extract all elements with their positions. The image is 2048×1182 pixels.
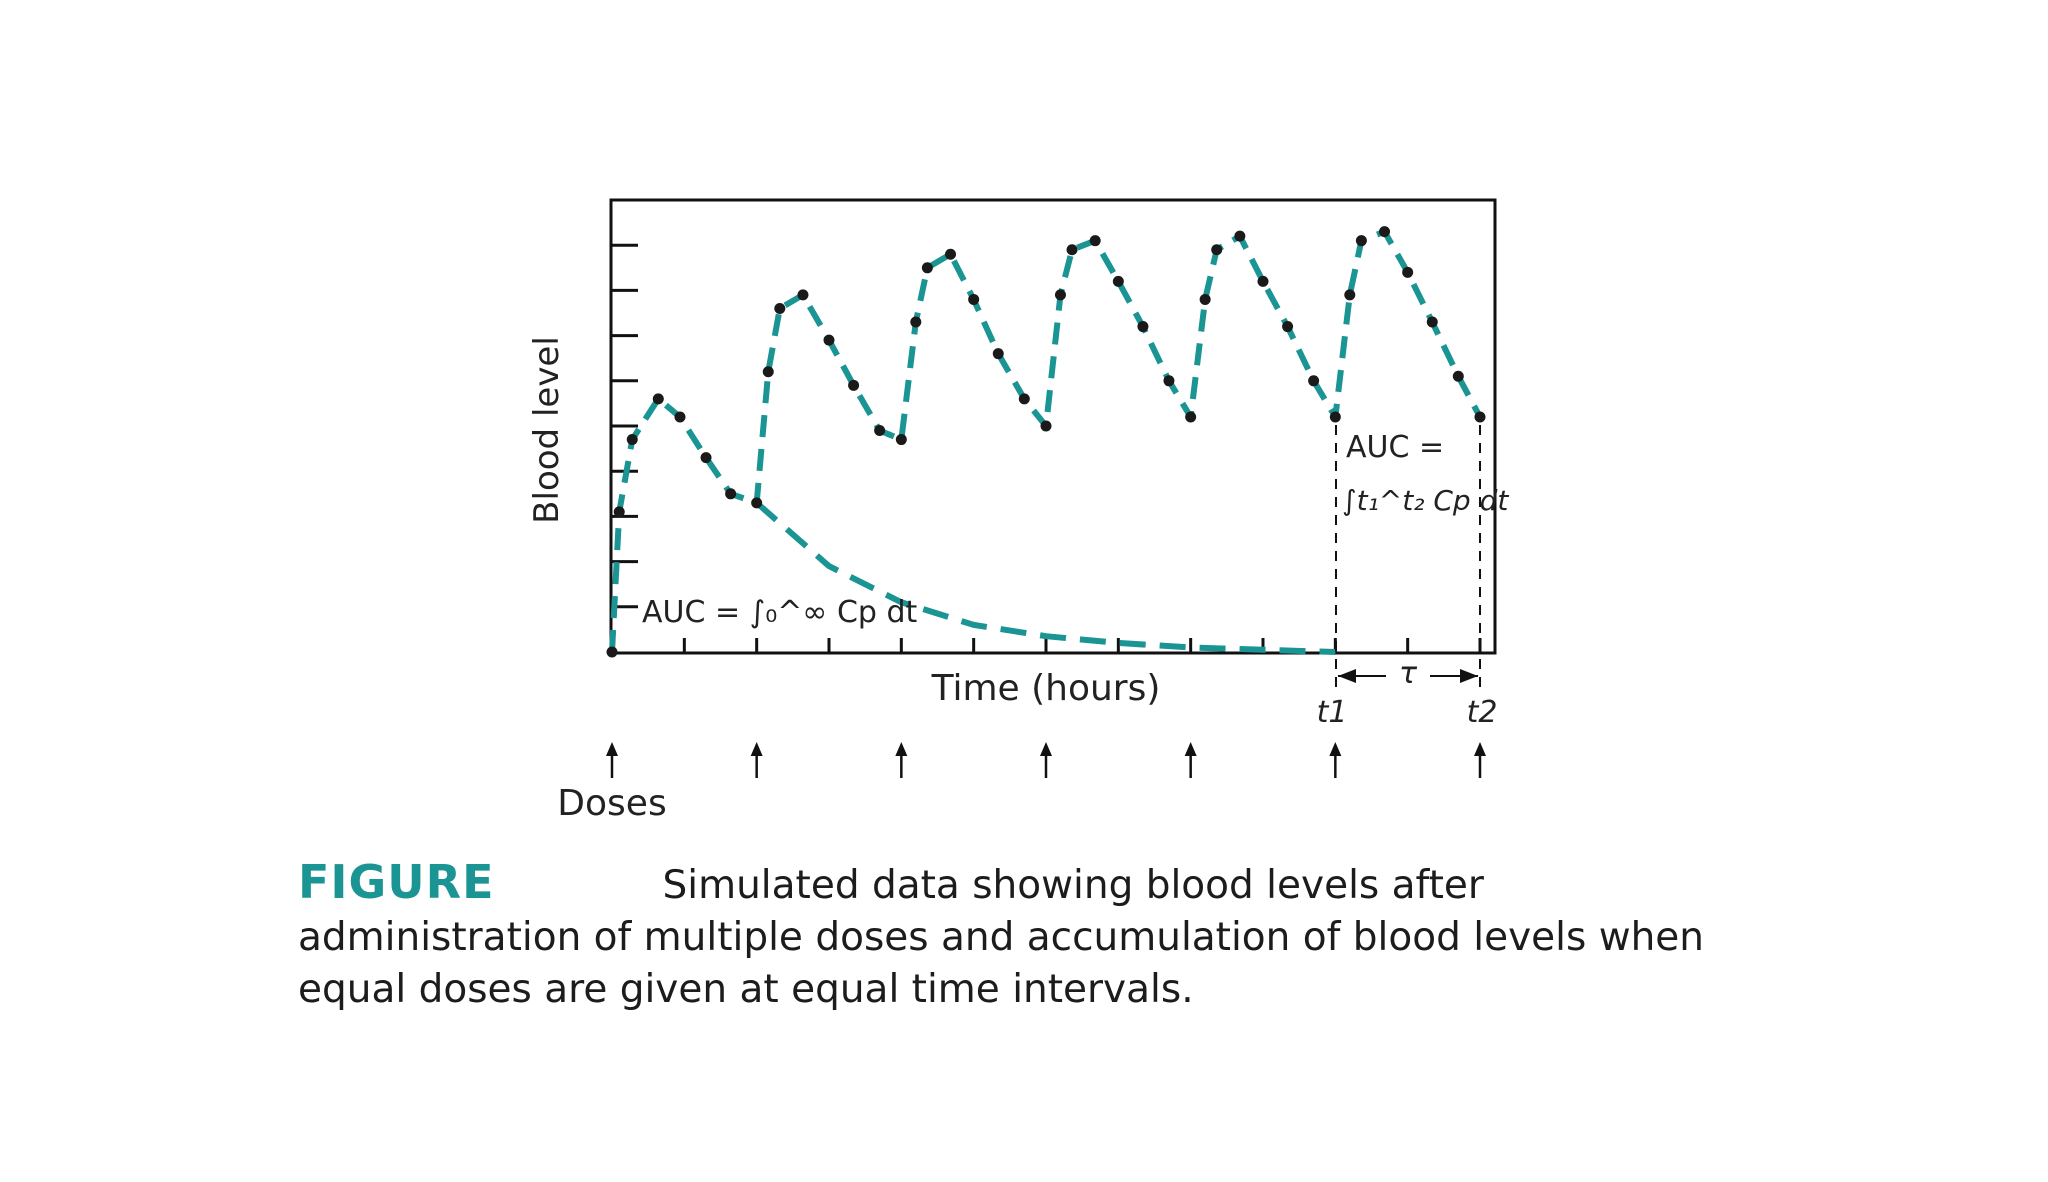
dose-arrow [1329, 742, 1342, 778]
data-point [1402, 266, 1414, 278]
data-point [725, 488, 737, 500]
data-point [774, 302, 786, 314]
caption-text: Simulated data showing blood levels afte… [298, 863, 1705, 1012]
data-point [848, 379, 860, 391]
data-point [1018, 393, 1030, 405]
data-point [823, 334, 835, 346]
dose-arrow [1184, 742, 1197, 778]
data-point [1112, 275, 1124, 287]
tau-label: τ [1399, 656, 1418, 691]
data-point [1066, 244, 1078, 256]
data-point [910, 316, 922, 328]
data-point [1329, 411, 1341, 423]
dose-arrow [1040, 742, 1052, 778]
data-point [1211, 244, 1223, 256]
data-point [1282, 321, 1294, 333]
data-point [1379, 226, 1391, 238]
data-point [762, 366, 774, 378]
t2-label: t2 [1467, 695, 1498, 730]
figure-caption: FIGURE Simulated data showing blood level… [298, 856, 1718, 1016]
data-point [606, 646, 618, 658]
auc-interval-annotation-bottom: ∫t₁^t₂ Cp dt [1342, 484, 1509, 517]
data-point [1426, 316, 1438, 328]
doses-label: Doses [557, 783, 666, 824]
dose-arrow [1474, 742, 1486, 778]
data-point [1344, 289, 1356, 301]
y-axis-label: Blood level [527, 336, 567, 524]
data-point [895, 434, 907, 446]
data-point [1185, 411, 1197, 423]
data-point [700, 452, 712, 464]
data-point [1137, 321, 1149, 333]
data-point [1163, 375, 1175, 387]
data-point [992, 348, 1004, 360]
t1-label: t1 [1317, 695, 1348, 730]
tau-arrow-left-head [1338, 669, 1356, 683]
data-point [797, 289, 809, 301]
dose-arrow [606, 742, 618, 778]
data-point [626, 434, 638, 446]
auc-single-annotation: AUC = ∫₀^∞ Cp dt [642, 595, 918, 630]
tau-arrow-right-head [1460, 669, 1478, 683]
dose-arrows [606, 742, 1486, 778]
series-line-single-dose [754, 500, 1336, 655]
data-point [1355, 235, 1367, 247]
data-point [1308, 375, 1320, 387]
caption-label: FIGURE [298, 855, 495, 909]
data-point [874, 425, 886, 437]
data-point [1040, 420, 1052, 432]
data-point [1234, 230, 1246, 242]
data-point [1452, 370, 1464, 382]
data-point [652, 393, 664, 405]
dose-arrow [750, 742, 763, 778]
x-axis-label: Time (hours) [931, 668, 1161, 709]
data-point [921, 262, 933, 274]
plot-frame [609, 198, 1497, 655]
dose-arrow [895, 742, 908, 778]
auc-interval-annotation-top: AUC = [1346, 430, 1444, 465]
data-point [968, 293, 980, 305]
data-point [751, 497, 763, 509]
data-point [613, 506, 625, 518]
data-point [945, 248, 957, 260]
data-point [674, 411, 686, 423]
pharmacokinetics-chart: Blood level Time (hours) AUC = ∫₀^∞ Cp d… [527, 198, 1509, 824]
data-point [1257, 275, 1269, 287]
data-point [1474, 411, 1486, 423]
data-points [606, 226, 1486, 658]
data-point [1089, 235, 1101, 247]
data-point [1054, 289, 1066, 301]
data-point [1199, 293, 1211, 305]
